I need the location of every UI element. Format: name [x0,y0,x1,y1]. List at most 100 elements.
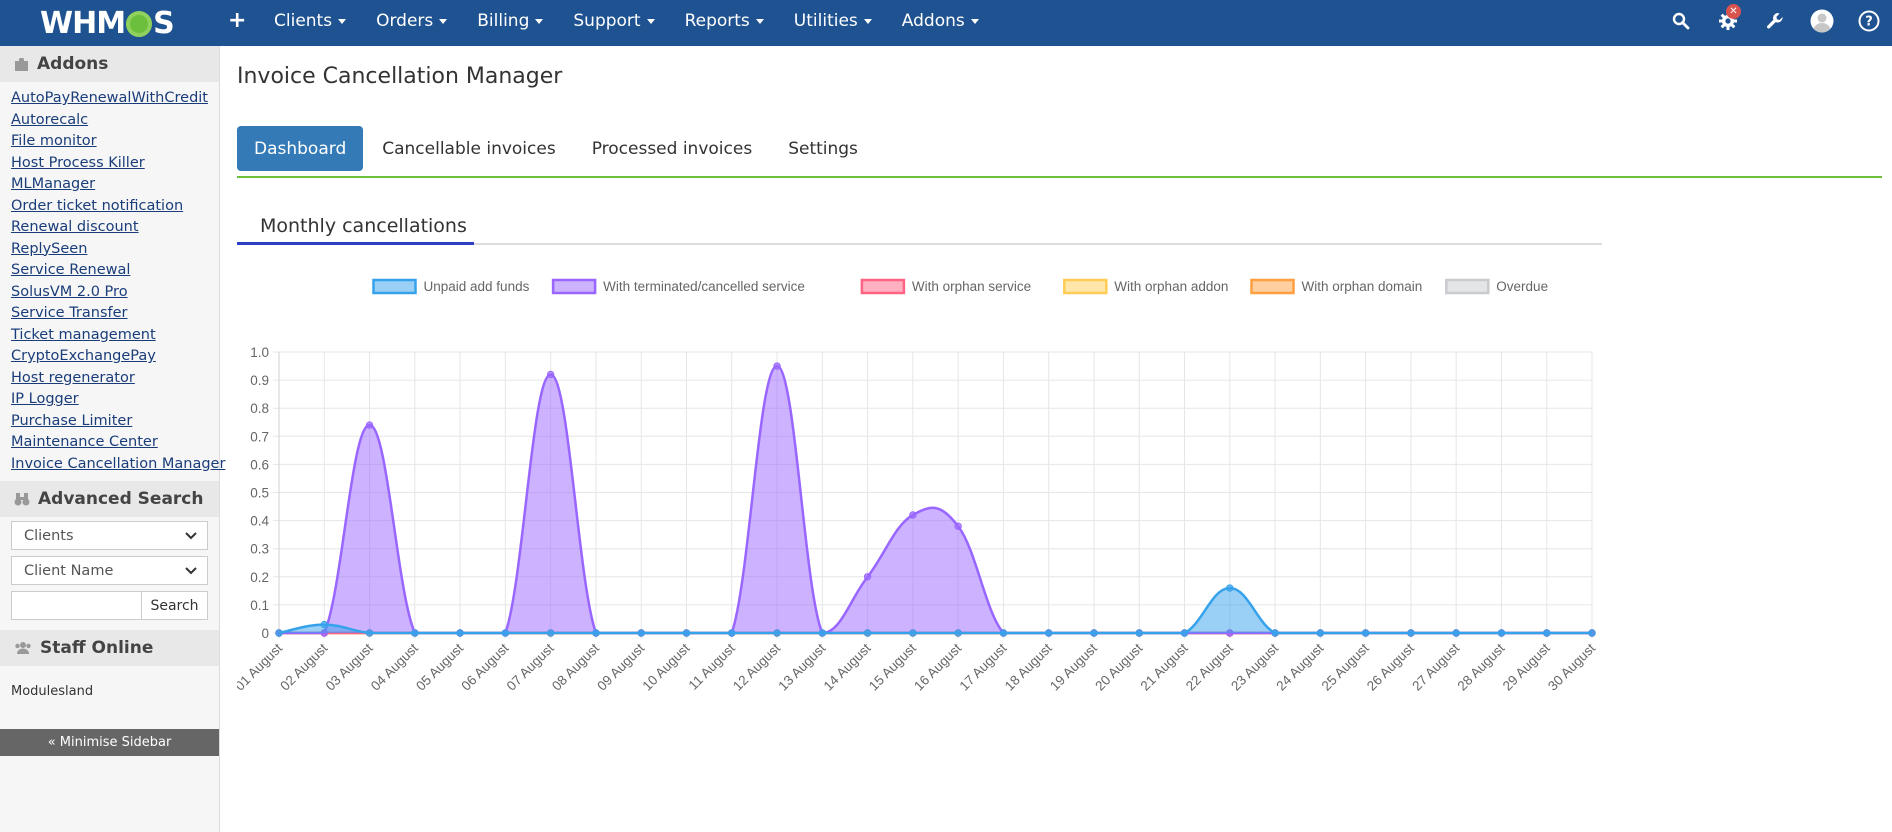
x-tick-label: 01 August [237,640,285,693]
data-point [275,629,283,637]
data-point [728,629,736,637]
sidebar-link-file-monitor[interactable]: File monitor [11,133,97,149]
advanced-search-title: Advanced Search [38,489,204,509]
sidebar-link-ticket-management[interactable]: Ticket management [11,326,156,343]
svg-text:?: ? [1865,15,1873,30]
chart-tabs: Monthly cancellations [237,209,1602,245]
tab-dashboard[interactable]: Dashboard [237,126,364,171]
add-new-button[interactable]: + [228,8,247,33]
sidebar-link-renewal-discount[interactable]: Renewal discount [11,219,139,235]
sidebar-link-autorecalc[interactable]: Autorecalc [11,111,89,128]
monthly-cancellations-chart: Unpaid add funds With terminated/cancelle… [237,278,1598,694]
page-title: Invoice Cancellation Manager [237,64,563,89]
sidebar: Addons AutoPayRenewalWithCredit Autoreca… [0,46,226,832]
data-point [1044,629,1053,637]
nav-utilities[interactable]: Utilities [794,11,872,31]
x-tick-label: 29 August [1500,640,1553,693]
y-tick-label: 0.5 [250,486,269,501]
search-field-select[interactable]: Client Name [11,556,208,585]
nav-addons[interactable]: Addons [902,11,979,31]
data-point [1452,629,1460,637]
user-avatar-icon[interactable] [1798,0,1845,42]
chevron-down-icon [338,18,347,24]
chevron-down-icon [970,18,979,24]
x-tick-label: 26 August [1364,640,1417,693]
data-point [1588,629,1596,637]
nav-support[interactable]: Support [573,11,655,31]
tab-settings[interactable]: Settings [788,138,858,159]
nav-orders[interactable]: Orders [376,11,448,31]
sidebar-link-solusvm-pro[interactable]: SolusVM 2.0 Pro [11,283,128,300]
nav-reports[interactable]: Reports [685,11,764,31]
top-icons: ✕ ? [1657,0,1892,42]
sidebar-link-host-process-killer[interactable]: Host Process Killer [11,154,145,171]
x-tick-label: 02 August [277,640,330,693]
sidebar-link-maintenance-center[interactable]: Maintenance Center [11,434,158,450]
x-tick-label: 16 August [911,640,964,693]
x-tick-label: 15 August [866,640,919,693]
chevron-down-icon [646,18,655,24]
sidebar-link-host-regenerator[interactable]: Host regenerator [11,369,135,386]
sidebar-link-service-transfer[interactable]: Service Transfer [11,305,128,321]
sidebar-link-order-ticket-notification[interactable]: Order ticket notification [11,197,184,214]
x-tick-label: 07 August [504,640,557,693]
addons-title: Addons [37,54,109,74]
staff-online-name: Modulesland [11,684,94,699]
search-icon[interactable] [1657,0,1704,42]
help-icon[interactable]: ? [1845,0,1892,42]
alert-badge: ✕ [1726,4,1741,19]
y-tick-label: 0.7 [250,429,269,444]
sidebar-link-autopayrenewalwithcredit[interactable]: AutoPayRenewalWithCredit [11,90,208,106]
x-tick-label: 09 August [594,640,647,693]
whmcs-logo[interactable]: WHM S [40,5,175,41]
wrench-icon[interactable] [1751,0,1798,42]
nav-billing[interactable]: Billing [477,11,544,31]
data-point [1180,629,1189,637]
data-point [954,522,962,530]
sidebar-link-replyseen[interactable]: ReplySeen [11,240,88,257]
search-button[interactable]: Search [142,591,208,620]
data-point [1407,629,1415,637]
legend-label: With orphan service [912,279,1031,294]
search-type-select[interactable]: Clients [11,521,208,550]
staff-online-title: Staff Online [40,638,154,658]
x-tick-label: 20 August [1092,640,1145,693]
y-tick-label: 0.1 [250,598,269,613]
tab-monthly-cancellations[interactable]: Monthly cancellations [237,209,474,245]
search-input[interactable] [11,591,142,620]
nav-clients[interactable]: Clients [274,11,347,31]
series-area [279,366,1592,633]
y-tick-label: 0.8 [250,401,269,416]
tab-processed-invoices[interactable]: Processed invoices [591,138,753,159]
x-tick-label: 08 August [549,640,602,693]
data-point [1090,629,1098,637]
x-tick-label: 19 August [1047,640,1100,693]
legend-swatch [551,278,597,295]
cog-alert-icon[interactable]: ✕ [1704,0,1751,42]
data-point [818,629,827,637]
sidebar-link-ip-logger[interactable]: IP Logger [11,391,79,407]
y-tick-label: 0.9 [250,373,269,388]
sidebar-link-invoice-cancellation-manager[interactable]: Invoice Cancellation Manager [11,455,226,472]
x-tick-label: 28 August [1454,640,1507,693]
data-point [592,629,600,637]
sidebar-link-mlmanager[interactable]: MLManager [11,176,96,192]
chevron-down-icon [185,531,197,539]
chevron-down-icon [185,566,197,574]
legend-label: With terminated/cancelled service [603,279,805,294]
minimise-sidebar-button[interactable]: « Minimise Sidebar [0,729,219,756]
sidebar-link-cryptoexchangepay[interactable]: CryptoExchangePay [11,348,156,364]
y-tick-label: 0.3 [250,542,269,557]
x-tick-label: 30 August [1545,640,1598,693]
data-point [637,629,645,637]
advanced-search-header: Advanced Search [0,481,219,517]
data-point [365,629,374,637]
legend-label: With orphan addon [1114,279,1228,294]
addons-panel-header: Addons [0,46,219,82]
sidebar-link-purchase-limiter[interactable]: Purchase Limiter [11,412,133,429]
tab-cancellable-invoices[interactable]: Cancellable invoices [382,138,556,159]
logo-text-right: S [153,5,175,41]
sidebar-link-service-renewal[interactable]: Service Renewal [11,262,131,278]
chevron-down-icon [439,18,448,24]
x-tick-label: 06 August [458,640,511,693]
